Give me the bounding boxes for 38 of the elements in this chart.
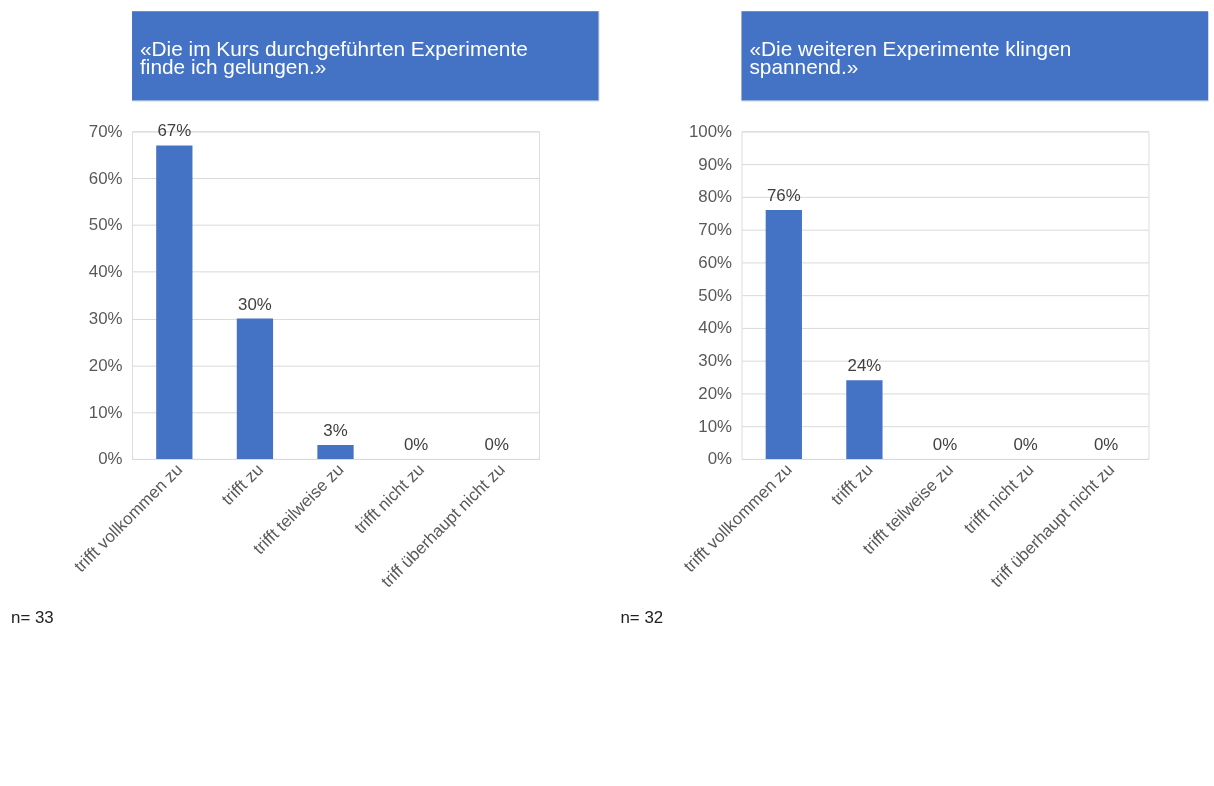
- chart-title: «Die weiteren Experimente klingen spannend.»: [749, 36, 1072, 78]
- bar: [236, 318, 274, 459]
- x-tick-label: trifft zu: [217, 459, 267, 509]
- y-tick-label: 40%: [698, 318, 733, 338]
- data-label: 0%: [484, 435, 509, 455]
- data-label: 0%: [932, 435, 958, 455]
- data-label: 24%: [847, 356, 882, 376]
- chart-title: «Die im Kurs durchgeführten Experimente finde ich gelungen.»: [139, 36, 528, 78]
- bar: [317, 444, 354, 459]
- y-tick-label: 40%: [88, 262, 123, 282]
- data-label: 0%: [1093, 435, 1119, 455]
- y-tick-label: 20%: [88, 355, 123, 375]
- y-tick-label: 60%: [698, 252, 733, 272]
- data-label: 30%: [238, 294, 272, 314]
- y-tick-label: 70%: [698, 220, 733, 240]
- y-tick-label: 80%: [698, 187, 733, 207]
- data-label: 67%: [157, 121, 192, 141]
- y-tick-label: 10%: [88, 402, 123, 422]
- data-label: 0%: [403, 435, 429, 455]
- data-label: 3%: [323, 420, 348, 440]
- y-tick-label: 100%: [688, 121, 733, 141]
- data-label: 76%: [766, 186, 801, 206]
- data-label: 0%: [1013, 435, 1038, 455]
- text: n= 32: [620, 607, 664, 627]
- y-tick-label: 30%: [698, 351, 733, 371]
- y-tick-label: 20%: [698, 383, 733, 403]
- x-tick-label: trifft zu: [827, 459, 877, 509]
- y-tick-label: 10%: [698, 416, 733, 436]
- y-tick-label: 50%: [88, 215, 123, 235]
- text: n= 33: [11, 607, 54, 627]
- y-tick-label: 0%: [98, 449, 123, 469]
- y-tick-label: 30%: [88, 309, 123, 329]
- y-tick-label: 50%: [698, 285, 733, 305]
- bar: [156, 145, 193, 459]
- y-tick-label: 90%: [698, 154, 733, 174]
- y-tick-label: 70%: [88, 121, 123, 141]
- y-tick-label: 0%: [707, 449, 733, 469]
- y-tick-label: 60%: [88, 168, 123, 188]
